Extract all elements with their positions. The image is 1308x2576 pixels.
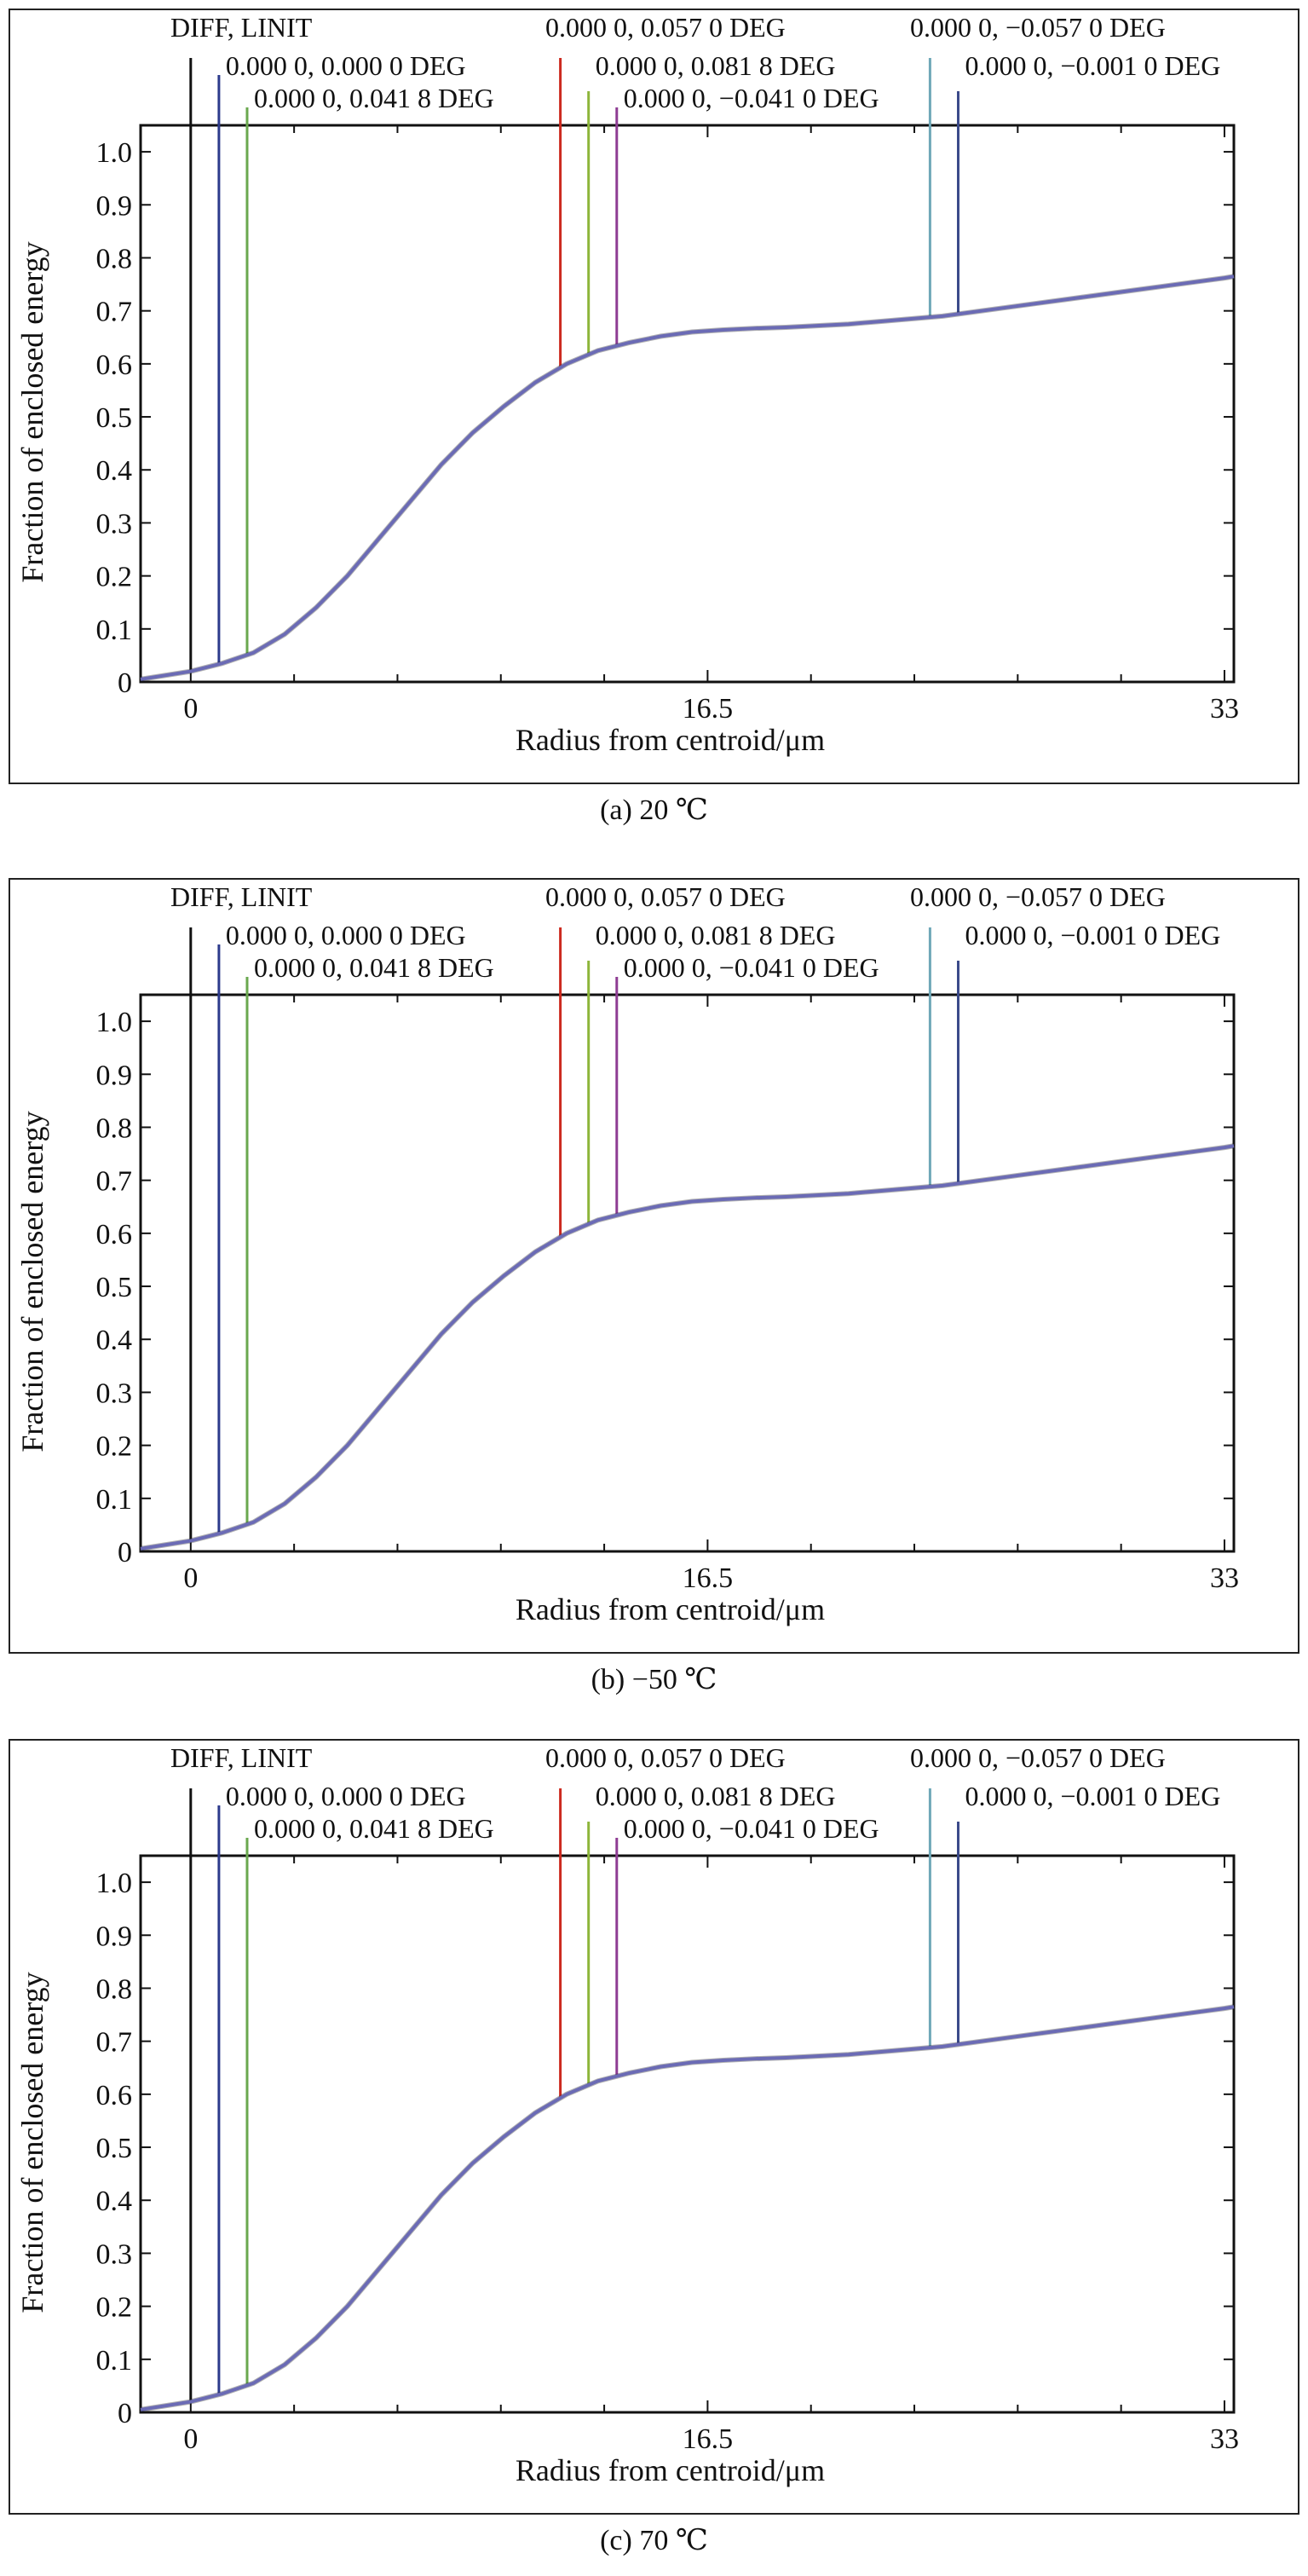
legend-label: 0.000 0, 0.000 0 DEG (226, 920, 466, 950)
chart-panel-b: 0 0.1 0.2 0.3 0.4 0.5 0.6 0.7 0.8 0.9 1.0 0 16.5 33 Ra… (9, 878, 1299, 1654)
y-tick-label: 0.5 (96, 2133, 133, 2164)
y-tick-label: 0.2 (96, 2292, 133, 2324)
y-tick-label: 0.6 (96, 1219, 133, 1250)
y-tick-label: 0.1 (96, 2345, 133, 2377)
caption-b: (b) −50 ℃ (591, 1664, 717, 1695)
x-tick-label: 0 (183, 1562, 198, 1594)
y-tick-label: 0.9 (96, 1060, 133, 1091)
legend-label: 0.000 0, −0.057 0 DEG (910, 881, 1166, 912)
y-tick-label: 0.1 (96, 1484, 133, 1516)
y-tick-label: 0.2 (96, 1431, 133, 1463)
y-tick-label: 0.7 (96, 1166, 133, 1198)
legend-label: 0.000 0, 0.000 0 DEG (226, 1781, 466, 1811)
x-axis-label: Radius from centroid/μm (516, 723, 825, 757)
y-tick-label: 0.8 (96, 1112, 133, 1144)
legend-label: 0.000 0, 0.057 0 DEG (545, 1742, 786, 1773)
legend-label: 0.000 0, 0.041 8 DEG (254, 83, 494, 113)
legend-label: 0.000 0, 0.057 0 DEG (545, 881, 786, 912)
y-tick-label: 0.4 (96, 455, 133, 487)
y-tick-label: 0.3 (96, 1378, 133, 1409)
x-tick-label: 16.5 (683, 2423, 734, 2455)
legend-label: 0.000 0, 0.081 8 DEG (596, 50, 836, 81)
x-tick-label: 33 (1210, 693, 1239, 725)
x-tick-label: 33 (1210, 1562, 1239, 1594)
plot-area (139, 1854, 1236, 2414)
y-tick-label: 0.5 (96, 402, 133, 434)
chart-panel-c: 0 0.1 0.2 0.3 0.4 0.5 0.6 0.7 0.8 0.9 1.0 0 16.5 33 Ra… (9, 1739, 1299, 2515)
y-tick-label: 0 (118, 667, 132, 699)
y-tick-label: 0.8 (96, 243, 133, 274)
legend-label: DIFF, LINIT (170, 1742, 313, 1773)
y-tick-label: 0.7 (96, 2027, 133, 2059)
chart-svg-b: 0 0.1 0.2 0.3 0.4 0.5 0.6 0.7 0.8 0.9 1.0 0 16.5 33 Ra… (9, 878, 1299, 1654)
outer-frame (9, 9, 1299, 784)
y-tick-label: 0.7 (96, 297, 133, 328)
legend-label: 0.000 0, −0.057 0 DEG (910, 1742, 1166, 1773)
legend-label: 0.000 0, 0.081 8 DEG (596, 920, 836, 950)
legend-label: 0.000 0, −0.041 0 DEG (624, 1813, 879, 1844)
y-tick-label: 0 (118, 1537, 132, 1568)
y-tick-label: 0.5 (96, 1272, 133, 1303)
legend-label: 0.000 0, −0.041 0 DEG (624, 952, 879, 983)
x-tick-label: 0 (183, 693, 198, 725)
plot-area (139, 124, 1236, 684)
caption-a: (a) 20 ℃ (600, 794, 708, 826)
y-tick-label: 0 (118, 2398, 132, 2429)
chart-svg-a: 0 0.1 0.2 0.3 0.4 0.5 0.6 0.7 0.8 0.9 1.0 0 16.5 33 Ra… (9, 9, 1299, 784)
y-tick-label: 0.4 (96, 2186, 133, 2217)
y-tick-label: 1.0 (96, 1007, 133, 1038)
legend-label: 0.000 0, 0.041 8 DEG (254, 952, 494, 983)
y-tick-label: 0.3 (96, 508, 133, 540)
legend-label: 0.000 0, −0.001 0 DEG (965, 1781, 1220, 1811)
y-tick-label: 1.0 (96, 137, 133, 169)
enclosed-energy-curve (140, 274, 1235, 681)
x-tick-label: 16.5 (683, 693, 734, 725)
legend-label: 0.000 0, −0.001 0 DEG (965, 50, 1220, 81)
legend-label: 0.000 0, −0.057 0 DEG (910, 12, 1166, 43)
y-tick-label: 0.2 (96, 562, 133, 593)
caption-c: (c) 70 ℃ (600, 2525, 708, 2556)
legend-label: DIFF, LINIT (170, 881, 313, 912)
y-tick-label: 0.3 (96, 2238, 133, 2270)
legend-label: 0.000 0, 0.057 0 DEG (545, 12, 786, 43)
chart-svg-c: 0 0.1 0.2 0.3 0.4 0.5 0.6 0.7 0.8 0.9 1.0 0 16.5 33 Ra… (9, 1739, 1299, 2515)
legend-label: 0.000 0, −0.001 0 DEG (965, 920, 1220, 950)
y-tick-label: 0.6 (96, 349, 133, 381)
legend-label: DIFF, LINIT (170, 12, 313, 43)
plot-area (139, 993, 1236, 1553)
y-tick-label: 0.6 (96, 2080, 133, 2111)
y-tick-label: 0.4 (96, 1325, 133, 1356)
y-tick-label: 0.9 (96, 190, 133, 222)
outer-frame (9, 878, 1299, 1654)
legend-label: 0.000 0, 0.000 0 DEG (226, 50, 466, 81)
x-tick-label: 33 (1210, 2423, 1239, 2455)
enclosed-energy-curve (140, 1144, 1235, 1551)
x-axis-label: Radius from centroid/μm (516, 1592, 825, 1626)
legend-label: 0.000 0, −0.041 0 DEG (624, 83, 879, 113)
legend-label: 0.000 0, 0.041 8 DEG (254, 1813, 494, 1844)
y-tick-label: 0.1 (96, 615, 133, 646)
y-axis-label: Fraction of enclosed energy (15, 1111, 49, 1452)
y-axis-label: Fraction of enclosed energy (15, 241, 49, 582)
y-tick-label: 0.8 (96, 1973, 133, 2005)
y-tick-label: 0.9 (96, 1920, 133, 1952)
x-tick-label: 0 (183, 2423, 198, 2455)
y-tick-label: 1.0 (96, 1868, 133, 1899)
y-axis-label: Fraction of enclosed energy (15, 1972, 49, 2313)
outer-frame (9, 1739, 1299, 2515)
chart-panel-a: 0 0.1 0.2 0.3 0.4 0.5 0.6 0.7 0.8 0.9 1.0 0 16.5 33 Ra… (9, 9, 1299, 784)
enclosed-energy-curve (140, 2005, 1235, 2411)
legend-label: 0.000 0, 0.081 8 DEG (596, 1781, 836, 1811)
x-tick-label: 16.5 (683, 1562, 734, 1594)
x-axis-label: Radius from centroid/μm (516, 2453, 825, 2487)
